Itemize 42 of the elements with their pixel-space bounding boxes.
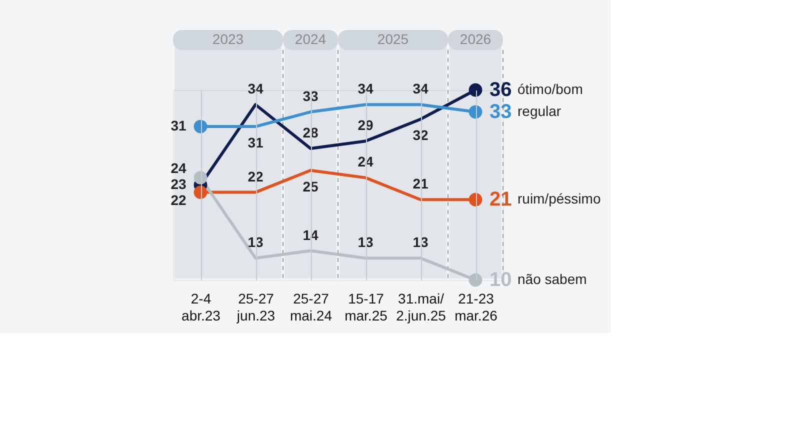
data-label: 24: [170, 160, 186, 176]
data-label: 13: [248, 234, 264, 250]
data-label: 14: [302, 226, 318, 243]
point: [194, 186, 208, 199]
point: [468, 105, 482, 119]
point: [468, 83, 482, 97]
point: [194, 171, 208, 184]
point: [468, 192, 482, 206]
data-label: 22: [170, 192, 186, 208]
data-label: 31: [170, 118, 186, 134]
data-label: 32: [412, 127, 428, 144]
data-label: 33: [490, 100, 512, 123]
text: ruim/péssimo: [518, 190, 601, 207]
band-label: 2023: [212, 31, 244, 47]
x-tick-label: 25-27 jun.23: [236, 290, 276, 324]
band-label: 2025: [377, 31, 409, 47]
x-tick-label: 31.mai/ 2.jun.25: [396, 290, 446, 324]
point: [468, 273, 482, 287]
data-label: 21: [412, 176, 428, 192]
data-label: 24: [358, 154, 374, 170]
text: ótimo/bom: [518, 81, 583, 97]
data-label: 10: [490, 269, 512, 291]
x-tick-label: 15-17 mar.25: [344, 290, 388, 324]
data-label: 13: [358, 234, 374, 250]
data-label: 21: [490, 188, 512, 211]
data-label: 36: [490, 79, 512, 101]
x-tick-label: 21-23 mar.26: [454, 290, 498, 324]
data-label: 13: [412, 234, 428, 250]
data-label: 34: [248, 80, 264, 97]
x-tick-label: 25-27 mai.24: [290, 290, 332, 324]
data-label: 23: [170, 176, 186, 192]
data-label: 33: [302, 88, 318, 104]
point: [194, 120, 208, 134]
data-label: 34: [358, 80, 374, 97]
data-label: 22: [248, 168, 264, 184]
band-label: 2026: [460, 31, 492, 47]
data-label: 34: [412, 80, 428, 97]
text: não sabem: [518, 271, 587, 287]
band-label: 2024: [294, 31, 326, 47]
data-label: 31: [248, 134, 264, 151]
text: regular: [518, 102, 562, 119]
x-tick-label: 2-4 abr.23: [182, 290, 221, 324]
